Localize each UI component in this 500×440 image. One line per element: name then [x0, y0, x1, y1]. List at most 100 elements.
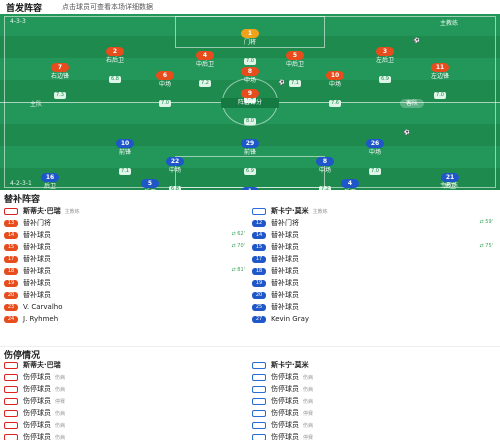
- list-item[interactable]: 14 替补球员: [252, 229, 497, 241]
- list-item[interactable]: 伤停球员 停赛: [252, 407, 497, 419]
- away-player-9[interactable]: 21后卫6.6: [415, 164, 485, 190]
- list-item[interactable]: 12 替补门将 ⇄ 59': [252, 217, 497, 229]
- list-item[interactable]: 斯蒂夫·巴瑞: [4, 359, 249, 371]
- player-name: 斯蒂夫·巴瑞: [23, 361, 61, 369]
- player-tag: 伤病: [55, 374, 66, 381]
- team-badge-icon: [252, 207, 266, 215]
- list-item[interactable]: 20 替补球员: [4, 289, 249, 301]
- home-player-10[interactable]: 9 前锋 8.0 ⚽: [215, 80, 285, 126]
- home-player-8[interactable]: 10 中场 7.6: [300, 62, 370, 108]
- list-item[interactable]: 18 替补球员: [252, 265, 497, 277]
- home-player-11[interactable]: 11 左边锋 7.0: [405, 54, 475, 100]
- player-name: 替补球员: [23, 279, 51, 287]
- list-item[interactable]: 27 Kevin Gray: [252, 313, 497, 325]
- away-coach: 主教练: [440, 182, 459, 189]
- team-badge-icon: [252, 421, 266, 429]
- player-rating: 6.9: [244, 168, 256, 175]
- player-tag: 停赛: [55, 398, 66, 405]
- injuries-title: 伤停情况: [4, 351, 41, 361]
- list-item[interactable]: 25 替补球员: [252, 301, 497, 313]
- team-badge-icon: [252, 397, 266, 405]
- player-number: 20: [4, 291, 18, 299]
- player-tag: 伤病: [55, 410, 66, 417]
- away-player-2[interactable]: 29 前锋 6.9: [215, 130, 285, 176]
- list-item[interactable]: 伤停球员 伤病: [4, 431, 249, 440]
- player-number: 15: [252, 243, 266, 251]
- away-team-pill: 客队: [400, 99, 425, 108]
- away-player-8[interactable]: 4后卫 7.0: [315, 170, 385, 190]
- player-tag: 伤病: [55, 422, 66, 429]
- list-item[interactable]: 斯卡宁·莫米 主教练: [252, 205, 497, 217]
- list-item[interactable]: 伤停球员 伤病: [252, 419, 497, 431]
- subs-title: 替补阵容: [4, 195, 41, 205]
- list-item[interactable]: 14 替补球员 ⇄ 62': [4, 229, 249, 241]
- list-item[interactable]: 伤停球员 伤病: [252, 371, 497, 383]
- home-player-3[interactable]: 4 中后卫 7.2: [170, 42, 240, 88]
- player-name: 替补球员: [271, 291, 299, 299]
- player-rating: 8.0: [244, 118, 256, 125]
- player-name: 中场: [368, 149, 381, 156]
- player-name: 右后卫: [105, 57, 124, 64]
- list-item[interactable]: 20 替补球员: [252, 289, 497, 301]
- player-name: Kevin Gray: [271, 315, 310, 323]
- player-number: 13: [4, 219, 18, 227]
- list-item[interactable]: 19 替补球员: [4, 277, 249, 289]
- list-item[interactable]: 19 替补球员: [252, 277, 497, 289]
- player-number: 23: [4, 303, 18, 311]
- player-number: 29: [241, 139, 259, 148]
- away-formation: 4-2-3-1: [10, 180, 32, 187]
- list-item[interactable]: 24 J. Ryhmeh: [4, 313, 249, 325]
- home-player-1[interactable]: 1 门将 7.0: [215, 20, 285, 66]
- away-player-4[interactable]: 22 中场 6.8: [140, 148, 210, 190]
- player-name: 中场: [318, 167, 331, 174]
- player-number: 11: [431, 63, 449, 72]
- away-player-5[interactable]: 8 中场 7.2: [290, 148, 360, 190]
- list-item[interactable]: 18 替补球员 ⇄ 81': [4, 265, 249, 277]
- home-team-pill: 主队: [30, 101, 43, 108]
- player-number: 15: [4, 243, 18, 251]
- player-number: 10: [326, 71, 344, 80]
- list-item[interactable]: 伤停球员 伤病: [4, 383, 249, 395]
- player-number: 14: [252, 231, 266, 239]
- away-player-1[interactable]: 10 前锋 7.1: [90, 130, 160, 176]
- list-item[interactable]: 23 V. Carvalho: [4, 301, 249, 313]
- list-item[interactable]: 伤停球员 停赛: [4, 395, 249, 407]
- home-player-7[interactable]: 8 中场 7.4: [215, 58, 285, 104]
- player-name: 替补门将: [23, 219, 51, 227]
- home-player-2[interactable]: 2 右后卫 6.8: [80, 38, 150, 84]
- list-item[interactable]: 伤停球员 伤病: [252, 395, 497, 407]
- list-item[interactable]: 斯蒂夫·巴瑞 主教练: [4, 205, 249, 217]
- home-player-9[interactable]: 7 右边锋 7.3: [25, 54, 95, 100]
- list-item[interactable]: 伤停球员 伤病: [4, 407, 249, 419]
- list-item[interactable]: 伤停球员 伤病: [4, 419, 249, 431]
- player-number: 27: [252, 315, 266, 323]
- list-item[interactable]: 17 替补球员: [4, 253, 249, 265]
- player-rating: 7.2: [319, 186, 331, 190]
- list-item[interactable]: 伤停球员 伤病: [252, 383, 497, 395]
- list-item[interactable]: 伤停球员 停赛: [252, 431, 497, 440]
- player-number: 17: [4, 255, 18, 263]
- away-player-3[interactable]: 26 中场 7.0 ⚽: [340, 130, 410, 176]
- list-item[interactable]: 15 替补球员 ⇄ 75': [252, 241, 497, 253]
- list-item[interactable]: 17 替补球员: [252, 253, 497, 265]
- player-tag: 伤病: [303, 374, 314, 381]
- list-item[interactable]: 斯卡宁·莫米: [252, 359, 497, 371]
- home-player-5[interactable]: 3 左后卫 6.9 ⚽: [350, 38, 420, 84]
- away-player-6[interactable]: 16后卫6.7: [15, 164, 85, 190]
- list-item[interactable]: 13 替补门将: [4, 217, 249, 229]
- player-number: 9: [241, 89, 259, 98]
- away-player-7[interactable]: 5后卫6.9: [115, 170, 185, 190]
- list-item[interactable]: 伤停球员 伤病: [4, 371, 249, 383]
- player-number: 5: [141, 179, 159, 188]
- injuries-home-list: 斯蒂夫·巴瑞伤停球员 伤病 伤停球员 伤病 伤停球员 停赛 伤停球员 伤病 伤停球员 伤病 伤停球员…: [4, 359, 249, 440]
- player-number: 5: [286, 51, 304, 60]
- home-player-6[interactable]: 6 中场 7.0: [130, 62, 200, 108]
- subs-home-list: 斯蒂夫·巴瑞 主教练 13 替补门将 14 替补球员 ⇄ 62' 15 替补球员 ⇄ 70' 17 替…: [4, 205, 249, 325]
- player-name: 前锋: [243, 149, 256, 156]
- team-badge-icon: [4, 409, 18, 417]
- player-number: 12: [252, 219, 266, 227]
- list-item[interactable]: 15 替补球员 ⇄ 70': [4, 241, 249, 253]
- home-player-4[interactable]: 5 中后卫 7.1: [260, 42, 330, 88]
- player-name: 后卫: [43, 183, 56, 190]
